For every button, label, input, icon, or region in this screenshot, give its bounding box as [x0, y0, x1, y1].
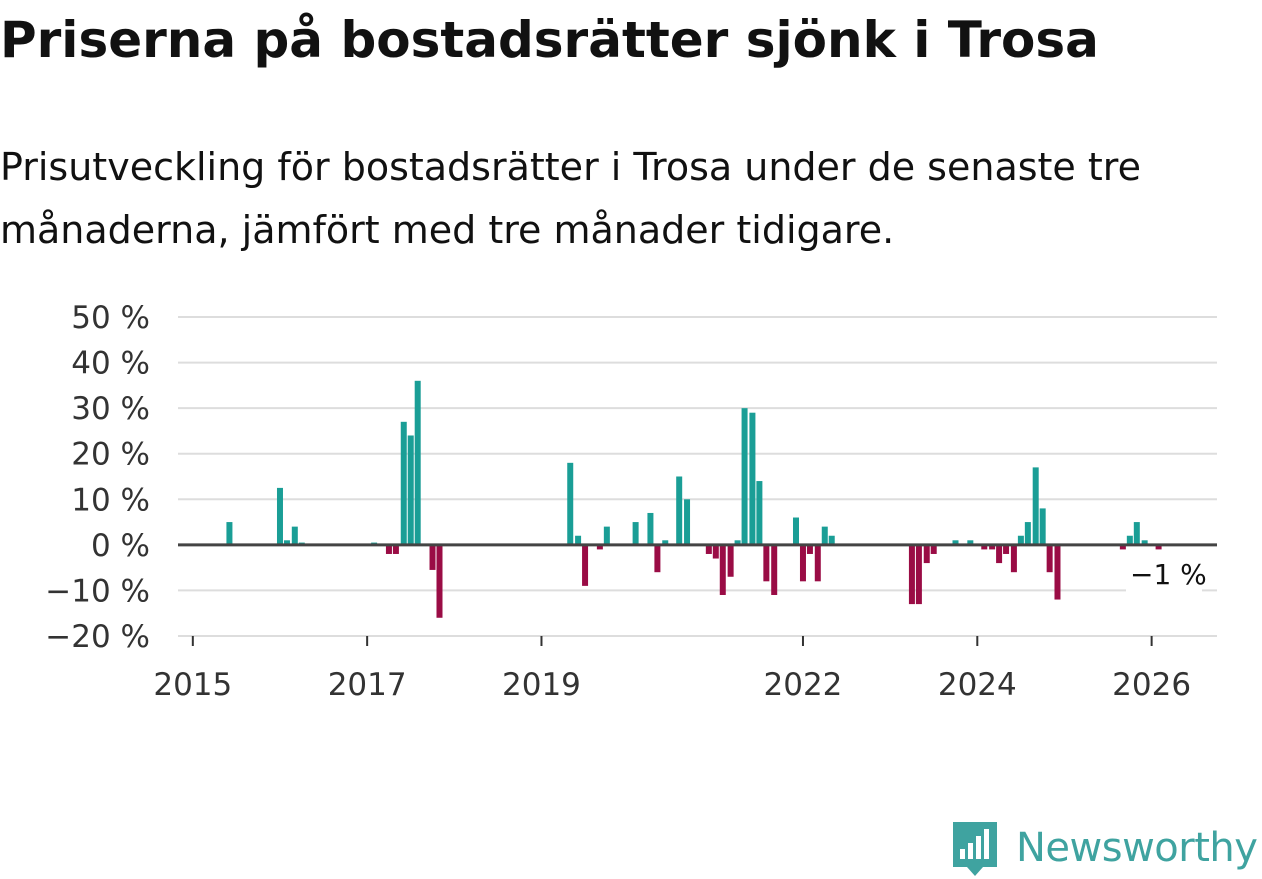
bar	[392, 544, 399, 554]
bar	[828, 535, 835, 545]
bar	[400, 421, 407, 545]
y-tick-label: 30 %	[71, 391, 150, 427]
bars	[226, 380, 1162, 618]
brand-name: Newsworthy	[1016, 825, 1258, 871]
bar	[792, 517, 799, 545]
bar	[908, 544, 915, 605]
y-axis-labels: −20 % −10 % 0 % 10 % 20 % 30 % 40 % 50 %	[45, 300, 150, 655]
newsworthy-logo-icon	[953, 822, 997, 876]
bar	[1119, 544, 1126, 550]
grid-lines	[178, 316, 1217, 637]
bar	[596, 544, 603, 550]
bar	[719, 544, 726, 595]
bar	[806, 544, 813, 554]
bar	[952, 540, 959, 545]
x-tick-label: 2026	[1112, 667, 1191, 703]
bar	[291, 526, 298, 545]
brand-logo: Newsworthy	[950, 818, 1258, 878]
bar	[799, 544, 806, 582]
chart-title: Priserna på bostadsrätter sjönk i Trosa	[0, 11, 1099, 69]
bar	[1133, 522, 1140, 545]
y-tick-label: 20 %	[71, 437, 150, 473]
x-tick-label: 2024	[938, 667, 1017, 703]
bar	[1032, 467, 1039, 545]
bar	[1054, 544, 1061, 600]
bar	[647, 512, 654, 545]
bar	[821, 526, 828, 545]
bar	[603, 526, 610, 545]
bar	[763, 544, 770, 582]
bar	[654, 544, 661, 573]
bar	[1046, 544, 1053, 573]
bar	[996, 544, 1003, 564]
bar	[915, 544, 922, 605]
y-tick-label: 0 %	[91, 528, 150, 564]
x-tick-label: 2015	[153, 667, 232, 703]
axes	[178, 543, 1217, 637]
bar	[684, 499, 691, 545]
bar	[632, 522, 639, 545]
bar	[727, 544, 734, 577]
last-value-label: −1 %	[1130, 558, 1207, 591]
bar	[1017, 535, 1024, 545]
bar	[705, 544, 712, 554]
bar	[981, 544, 988, 550]
bar	[1039, 508, 1046, 545]
y-tick-label: 10 %	[71, 482, 150, 518]
chart-subtitle: Prisutveckling för bostadsrätter i Trosa…	[0, 145, 1141, 252]
bar	[923, 544, 930, 564]
bar	[385, 544, 392, 554]
bar	[582, 544, 589, 586]
x-tick-label: 2022	[764, 667, 843, 703]
bar	[1010, 544, 1017, 573]
bar	[989, 544, 996, 550]
bar	[930, 544, 937, 554]
bar	[276, 487, 283, 545]
bar	[1024, 522, 1031, 545]
bar	[575, 535, 582, 545]
bar	[814, 544, 821, 582]
annotations: −1 %	[1126, 558, 1207, 594]
bar	[734, 540, 741, 545]
bar	[771, 544, 778, 595]
bar	[407, 435, 414, 545]
y-tick-label: −20 %	[45, 619, 150, 655]
y-tick-label: −10 %	[45, 573, 150, 609]
y-tick-label: 40 %	[71, 346, 150, 382]
bar	[662, 540, 669, 545]
bar	[1141, 540, 1148, 545]
bar	[283, 540, 290, 545]
bar	[226, 522, 233, 545]
bar	[1126, 535, 1133, 545]
x-axis-labels: 2015 2017 2019 2022 2024 2026	[153, 636, 1191, 703]
bar	[712, 544, 719, 559]
bar	[429, 544, 436, 570]
bar	[567, 462, 574, 545]
x-tick-label: 2019	[502, 667, 581, 703]
bar	[1155, 544, 1162, 550]
bar	[414, 380, 421, 545]
bar	[676, 476, 683, 545]
y-tick-label: 50 %	[71, 300, 150, 336]
bar	[436, 544, 443, 618]
bar	[749, 412, 756, 545]
bar	[756, 481, 763, 545]
x-tick-label: 2017	[328, 667, 407, 703]
bar	[1003, 544, 1010, 554]
bar	[967, 540, 974, 545]
last-value-label-bg	[1126, 560, 1202, 594]
bar	[741, 408, 748, 545]
